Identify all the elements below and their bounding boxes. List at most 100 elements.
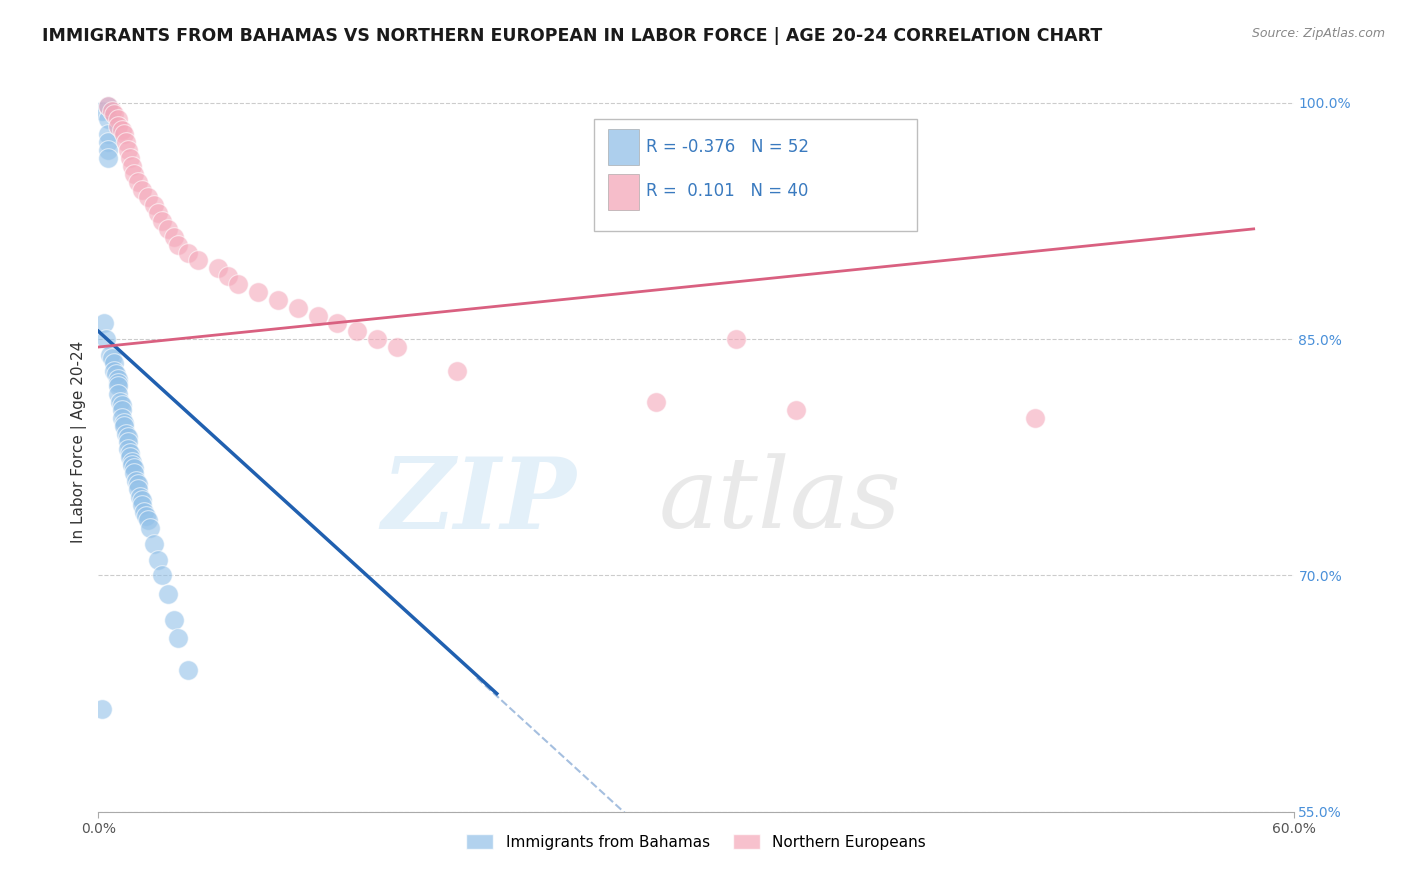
Legend: Immigrants from Bahamas, Northern Europeans: Immigrants from Bahamas, Northern Europe… (460, 828, 932, 856)
Point (167, 237, 190, 252)
Point (124, 461, 146, 475)
Point (163, 229, 186, 244)
Text: IMMIGRANTS FROM BAHAMAS VS NORTHERN EUROPEAN IN LABOR FORCE | AGE 20-24 CORRELAT: IMMIGRANTS FROM BAHAMAS VS NORTHERN EURO… (42, 27, 1102, 45)
Point (103, 107, 125, 121)
FancyBboxPatch shape (595, 120, 917, 230)
Text: R = -0.376   N = 52: R = -0.376 N = 52 (645, 138, 808, 156)
Point (107, 120, 129, 134)
Point (177, 663, 200, 677)
Point (157, 222, 180, 236)
Point (97, 128, 120, 142)
Point (785, 403, 807, 417)
Point (307, 309, 329, 323)
Point (107, 112, 129, 126)
FancyBboxPatch shape (607, 129, 638, 165)
Point (136, 190, 159, 204)
Point (101, 351, 124, 365)
Point (93, 317, 115, 331)
Point (346, 324, 368, 338)
Point (112, 416, 135, 430)
Point (167, 632, 190, 646)
Text: ZIP: ZIP (381, 452, 576, 549)
Point (112, 128, 135, 142)
Point (115, 426, 138, 441)
Point (246, 285, 269, 299)
Point (103, 364, 125, 378)
Point (111, 403, 134, 417)
Point (98, 348, 122, 362)
Point (645, 395, 668, 409)
Point (139, 521, 162, 535)
Point (121, 458, 143, 472)
Point (97, 143, 120, 157)
Point (366, 332, 388, 346)
Y-axis label: In Labor Force | Age 20-24: In Labor Force | Age 20-24 (72, 341, 87, 542)
Point (120, 450, 142, 465)
Point (107, 376, 129, 391)
Point (107, 387, 129, 401)
Point (127, 175, 149, 189)
Point (446, 364, 468, 378)
Point (107, 379, 129, 393)
Point (1024, 411, 1046, 425)
Point (148, 552, 170, 566)
Point (97, 99, 120, 113)
Point (385, 340, 409, 354)
Point (136, 513, 159, 527)
Point (125, 474, 148, 488)
Point (97, 99, 120, 113)
Point (163, 613, 186, 627)
Point (131, 498, 153, 512)
Point (143, 198, 166, 212)
Point (207, 261, 229, 276)
Point (117, 430, 139, 444)
Point (177, 245, 200, 260)
Text: Source: ZipAtlas.com: Source: ZipAtlas.com (1251, 27, 1385, 40)
Point (131, 492, 153, 507)
Point (117, 442, 139, 457)
Point (110, 395, 132, 409)
Point (135, 508, 157, 523)
Point (120, 151, 142, 165)
Point (187, 836, 209, 850)
Point (124, 466, 146, 480)
Point (121, 455, 143, 469)
Point (131, 182, 153, 196)
Point (148, 206, 170, 220)
Point (111, 122, 134, 136)
Point (217, 269, 239, 284)
Point (117, 434, 139, 449)
Point (91, 702, 114, 716)
FancyBboxPatch shape (607, 174, 638, 210)
Point (134, 505, 156, 519)
Point (97, 135, 120, 149)
Point (150, 214, 173, 228)
Point (107, 371, 129, 385)
Point (127, 477, 149, 491)
Text: R =  0.101   N = 40: R = 0.101 N = 40 (645, 182, 808, 201)
Point (117, 143, 139, 157)
Point (120, 445, 142, 459)
Text: atlas: atlas (658, 453, 901, 549)
Point (103, 356, 125, 370)
Point (267, 293, 290, 307)
Point (129, 490, 152, 504)
Point (143, 537, 166, 551)
Point (187, 253, 209, 268)
Point (91, 103, 114, 118)
Point (97, 112, 120, 126)
Point (115, 135, 138, 149)
Point (127, 482, 149, 496)
Point (287, 301, 309, 315)
Point (96, 332, 118, 346)
Point (326, 317, 349, 331)
Point (111, 411, 134, 425)
Point (724, 332, 747, 346)
Point (105, 367, 128, 381)
Point (121, 159, 143, 173)
Point (226, 277, 249, 291)
Point (124, 167, 146, 181)
Point (101, 103, 124, 118)
Point (112, 418, 135, 433)
Point (97, 151, 120, 165)
